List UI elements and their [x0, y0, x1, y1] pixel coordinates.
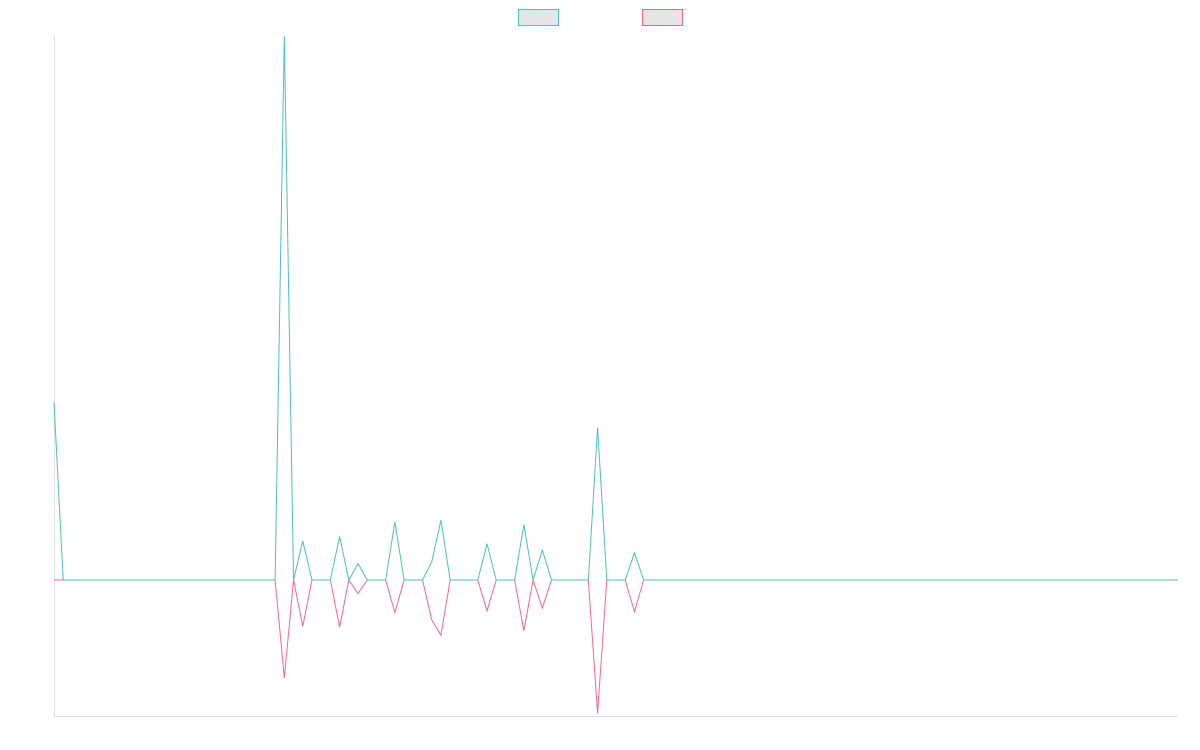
series-layer	[53, 35, 1178, 714]
legend-swatch-1[interactable]	[518, 9, 559, 26]
axes	[54, 36, 1178, 717]
legend	[518, 9, 683, 26]
series-line-2	[54, 578, 1178, 714]
legend-swatch-2[interactable]	[642, 9, 683, 26]
series-line-1	[53, 35, 1178, 582]
